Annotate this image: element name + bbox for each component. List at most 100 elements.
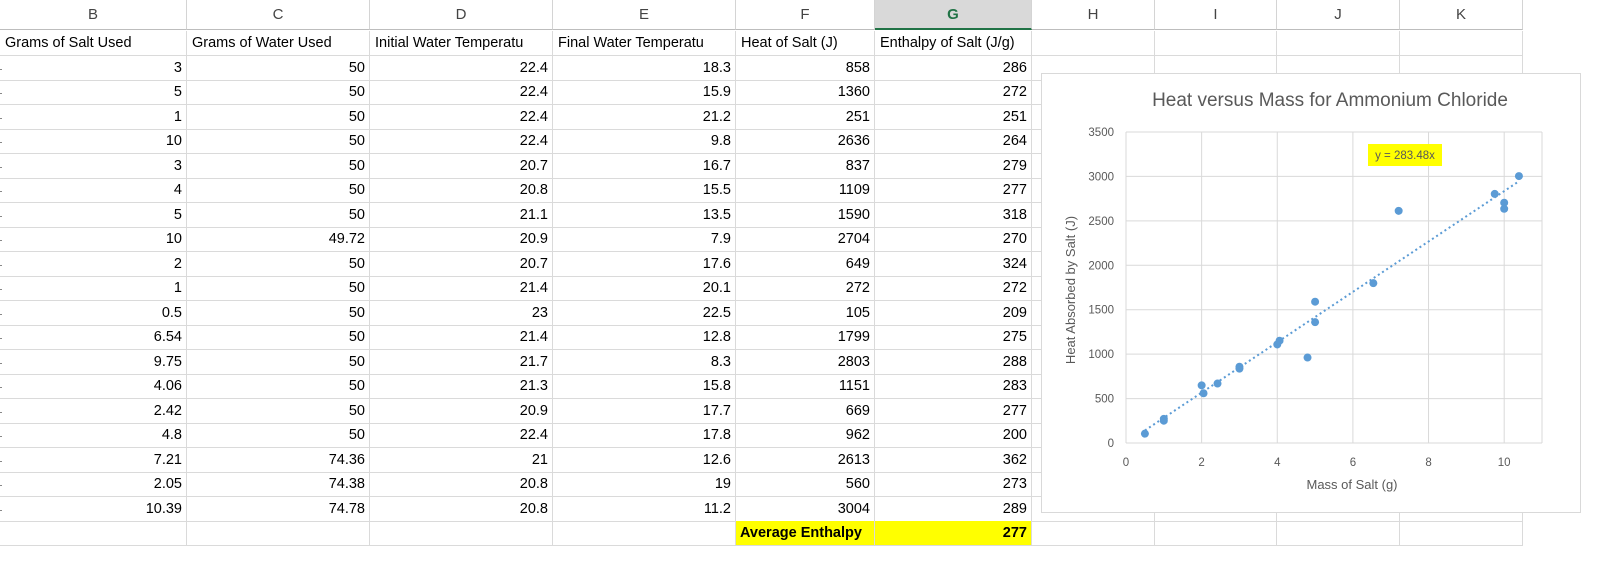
table-cell[interactable]: 20.8 bbox=[370, 496, 553, 522]
table-cell[interactable]: 649 bbox=[736, 251, 875, 277]
empty-cell[interactable] bbox=[370, 521, 553, 546]
table-cell[interactable]: 22.4 bbox=[370, 80, 553, 105]
table-cell[interactable]: 9.75 bbox=[0, 349, 187, 375]
column-letter-j[interactable]: J bbox=[1277, 0, 1400, 30]
table-cell[interactable]: 105 bbox=[736, 300, 875, 326]
table-cell[interactable]: 50 bbox=[187, 55, 370, 81]
table-cell[interactable]: 50 bbox=[187, 300, 370, 326]
data-point[interactable] bbox=[1197, 381, 1206, 390]
table-header-cell[interactable] bbox=[1155, 31, 1277, 56]
table-cell[interactable]: 21.4 bbox=[370, 276, 553, 301]
table-cell[interactable]: 2.05 bbox=[0, 472, 187, 497]
table-cell[interactable]: 1109 bbox=[736, 178, 875, 203]
table-cell[interactable]: 275 bbox=[875, 325, 1032, 350]
table-cell[interactable]: 22.4 bbox=[370, 55, 553, 81]
table-cell[interactable]: 7.9 bbox=[553, 227, 736, 252]
data-point[interactable] bbox=[1394, 206, 1403, 215]
table-cell[interactable]: 11.2 bbox=[553, 496, 736, 522]
column-letter-e[interactable]: E bbox=[553, 0, 736, 30]
table-cell[interactable]: 669 bbox=[736, 398, 875, 424]
table-cell[interactable]: 2704 bbox=[736, 227, 875, 252]
table-cell[interactable]: 22.4 bbox=[370, 129, 553, 154]
table-cell[interactable]: 8.3 bbox=[553, 349, 736, 375]
table-cell[interactable]: 2636 bbox=[736, 129, 875, 154]
table-cell[interactable]: 837 bbox=[736, 153, 875, 179]
table-cell[interactable]: 4 bbox=[0, 178, 187, 203]
table-header-cell[interactable]: Heat of Salt (J) bbox=[736, 31, 875, 56]
table-cell[interactable]: 7.21 bbox=[0, 447, 187, 473]
table-cell[interactable]: 20.7 bbox=[370, 153, 553, 179]
table-cell[interactable]: 264 bbox=[875, 129, 1032, 154]
table-cell[interactable]: 18.3 bbox=[553, 55, 736, 81]
table-cell[interactable]: 560 bbox=[736, 472, 875, 497]
column-letter-d[interactable]: D bbox=[370, 0, 553, 30]
data-point[interactable] bbox=[1500, 204, 1509, 213]
table-cell[interactable]: 283 bbox=[875, 374, 1032, 399]
table-cell[interactable]: 21.7 bbox=[370, 349, 553, 375]
table-cell[interactable]: 10 bbox=[0, 129, 187, 154]
table-cell[interactable]: 13.5 bbox=[553, 202, 736, 228]
table-cell[interactable]: 17.7 bbox=[553, 398, 736, 424]
table-cell[interactable]: 962 bbox=[736, 423, 875, 448]
data-point[interactable] bbox=[1369, 279, 1378, 288]
table-cell[interactable]: 200 bbox=[875, 423, 1032, 448]
table-cell[interactable]: 50 bbox=[187, 398, 370, 424]
table-cell[interactable]: 21.3 bbox=[370, 374, 553, 399]
table-cell[interactable]: 272 bbox=[875, 276, 1032, 301]
data-point[interactable] bbox=[1159, 414, 1168, 423]
table-cell[interactable]: 6.54 bbox=[0, 325, 187, 350]
table-cell[interactable]: 286 bbox=[875, 55, 1032, 81]
column-letter-i[interactable]: I bbox=[1155, 0, 1277, 30]
table-cell[interactable]: 3 bbox=[0, 55, 187, 81]
table-header-cell[interactable]: Initial Water Temperatu bbox=[370, 31, 553, 56]
data-point[interactable] bbox=[1311, 318, 1320, 327]
data-point[interactable] bbox=[1199, 389, 1208, 398]
table-cell[interactable]: 4.8 bbox=[0, 423, 187, 448]
table-cell[interactable]: 12.6 bbox=[553, 447, 736, 473]
table-cell[interactable]: 21.2 bbox=[553, 104, 736, 130]
table-cell[interactable]: 22.5 bbox=[553, 300, 736, 326]
table-cell[interactable]: 17.6 bbox=[553, 251, 736, 277]
table-cell[interactable]: 277 bbox=[875, 398, 1032, 424]
table-cell[interactable]: 15.5 bbox=[553, 178, 736, 203]
table-cell[interactable]: 4.06 bbox=[0, 374, 187, 399]
table-cell[interactable]: 20.7 bbox=[370, 251, 553, 277]
table-cell[interactable]: 279 bbox=[875, 153, 1032, 179]
data-point[interactable] bbox=[1275, 336, 1284, 345]
column-letter-b[interactable]: B bbox=[0, 0, 187, 30]
table-cell[interactable]: 2 bbox=[0, 251, 187, 277]
table-cell[interactable]: 1 bbox=[0, 104, 187, 130]
table-cell[interactable]: 74.36 bbox=[187, 447, 370, 473]
table-cell[interactable]: 50 bbox=[187, 178, 370, 203]
data-point[interactable] bbox=[1490, 189, 1499, 198]
table-cell[interactable]: 1151 bbox=[736, 374, 875, 399]
data-point[interactable] bbox=[1514, 172, 1523, 181]
average-enthalpy-value[interactable]: 277 bbox=[875, 521, 1032, 546]
empty-cell[interactable] bbox=[1032, 521, 1155, 546]
table-cell[interactable]: 2613 bbox=[736, 447, 875, 473]
column-letter-k[interactable]: K bbox=[1400, 0, 1523, 30]
average-enthalpy-label[interactable]: Average Enthalpy bbox=[736, 521, 875, 546]
table-cell[interactable]: 1 bbox=[0, 276, 187, 301]
data-point[interactable] bbox=[1303, 353, 1312, 362]
table-cell[interactable]: 209 bbox=[875, 300, 1032, 326]
table-cell[interactable]: 3 bbox=[0, 153, 187, 179]
table-cell[interactable]: 23 bbox=[370, 300, 553, 326]
table-cell[interactable]: 10.39 bbox=[0, 496, 187, 522]
table-cell[interactable]: 74.38 bbox=[187, 472, 370, 497]
table-cell[interactable]: 50 bbox=[187, 325, 370, 350]
empty-cell[interactable] bbox=[0, 521, 187, 546]
table-cell[interactable]: 0.5 bbox=[0, 300, 187, 326]
table-header-cell[interactable] bbox=[1032, 31, 1155, 56]
table-cell[interactable]: 272 bbox=[875, 80, 1032, 105]
table-cell[interactable]: 50 bbox=[187, 153, 370, 179]
empty-cell[interactable] bbox=[1155, 521, 1277, 546]
table-cell[interactable]: 50 bbox=[187, 80, 370, 105]
table-cell[interactable]: 16.7 bbox=[553, 153, 736, 179]
data-point[interactable] bbox=[1311, 297, 1320, 306]
table-cell[interactable]: 277 bbox=[875, 178, 1032, 203]
table-cell[interactable]: 1590 bbox=[736, 202, 875, 228]
table-cell[interactable]: 858 bbox=[736, 55, 875, 81]
data-point[interactable] bbox=[1140, 429, 1149, 438]
table-cell[interactable]: 15.9 bbox=[553, 80, 736, 105]
